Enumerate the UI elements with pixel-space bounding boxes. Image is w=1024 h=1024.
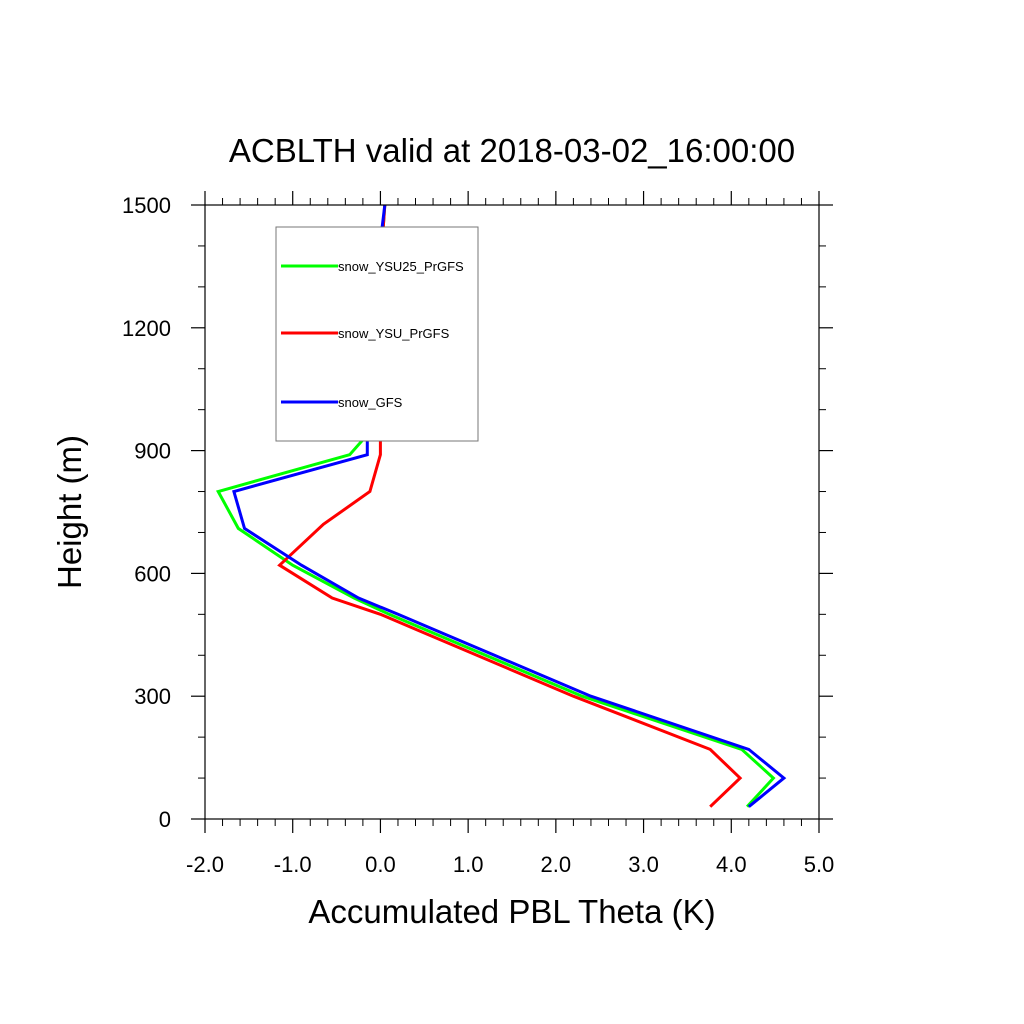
legend: snow_YSU25_PrGFS snow_YSU_PrGFS snow_GFS bbox=[275, 226, 479, 442]
x-tick-label: 1.0 bbox=[453, 852, 484, 877]
x-axis-title: Accumulated PBL Theta (K) bbox=[308, 893, 715, 930]
plot-frame bbox=[204, 204, 820, 820]
y-tick-labels: 0 300 600 900 1200 1500 bbox=[122, 193, 171, 832]
y-tick-label: 1200 bbox=[122, 316, 171, 341]
y-tick-label: 600 bbox=[134, 561, 171, 586]
chart-title: ACBLTH valid at 2018-03-02_16:00:00 bbox=[229, 132, 795, 169]
legend-label: snow_GFS bbox=[338, 395, 403, 410]
x-tick-label: 0.0 bbox=[365, 852, 396, 877]
y-tick-label: 300 bbox=[134, 684, 171, 709]
x-tick-labels: -2.0 -1.0 0.0 1.0 2.0 3.0 4.0 5.0 bbox=[186, 852, 834, 877]
x-tick-label: -2.0 bbox=[186, 852, 224, 877]
x-tick-label: 3.0 bbox=[628, 852, 659, 877]
legend-label: snow_YSU25_PrGFS bbox=[338, 259, 464, 274]
y-tick-label: 900 bbox=[134, 439, 171, 464]
x-tick-label: 2.0 bbox=[541, 852, 572, 877]
y-tick-label: 1500 bbox=[122, 193, 171, 218]
x-tick-label: 4.0 bbox=[716, 852, 747, 877]
y-tick-label: 0 bbox=[159, 807, 171, 832]
y-axis-title: Height (m) bbox=[51, 435, 88, 589]
legend-label: snow_YSU_PrGFS bbox=[338, 326, 450, 341]
tick-marks bbox=[191, 191, 833, 833]
x-tick-label: -1.0 bbox=[274, 852, 312, 877]
x-tick-label: 5.0 bbox=[804, 852, 835, 877]
